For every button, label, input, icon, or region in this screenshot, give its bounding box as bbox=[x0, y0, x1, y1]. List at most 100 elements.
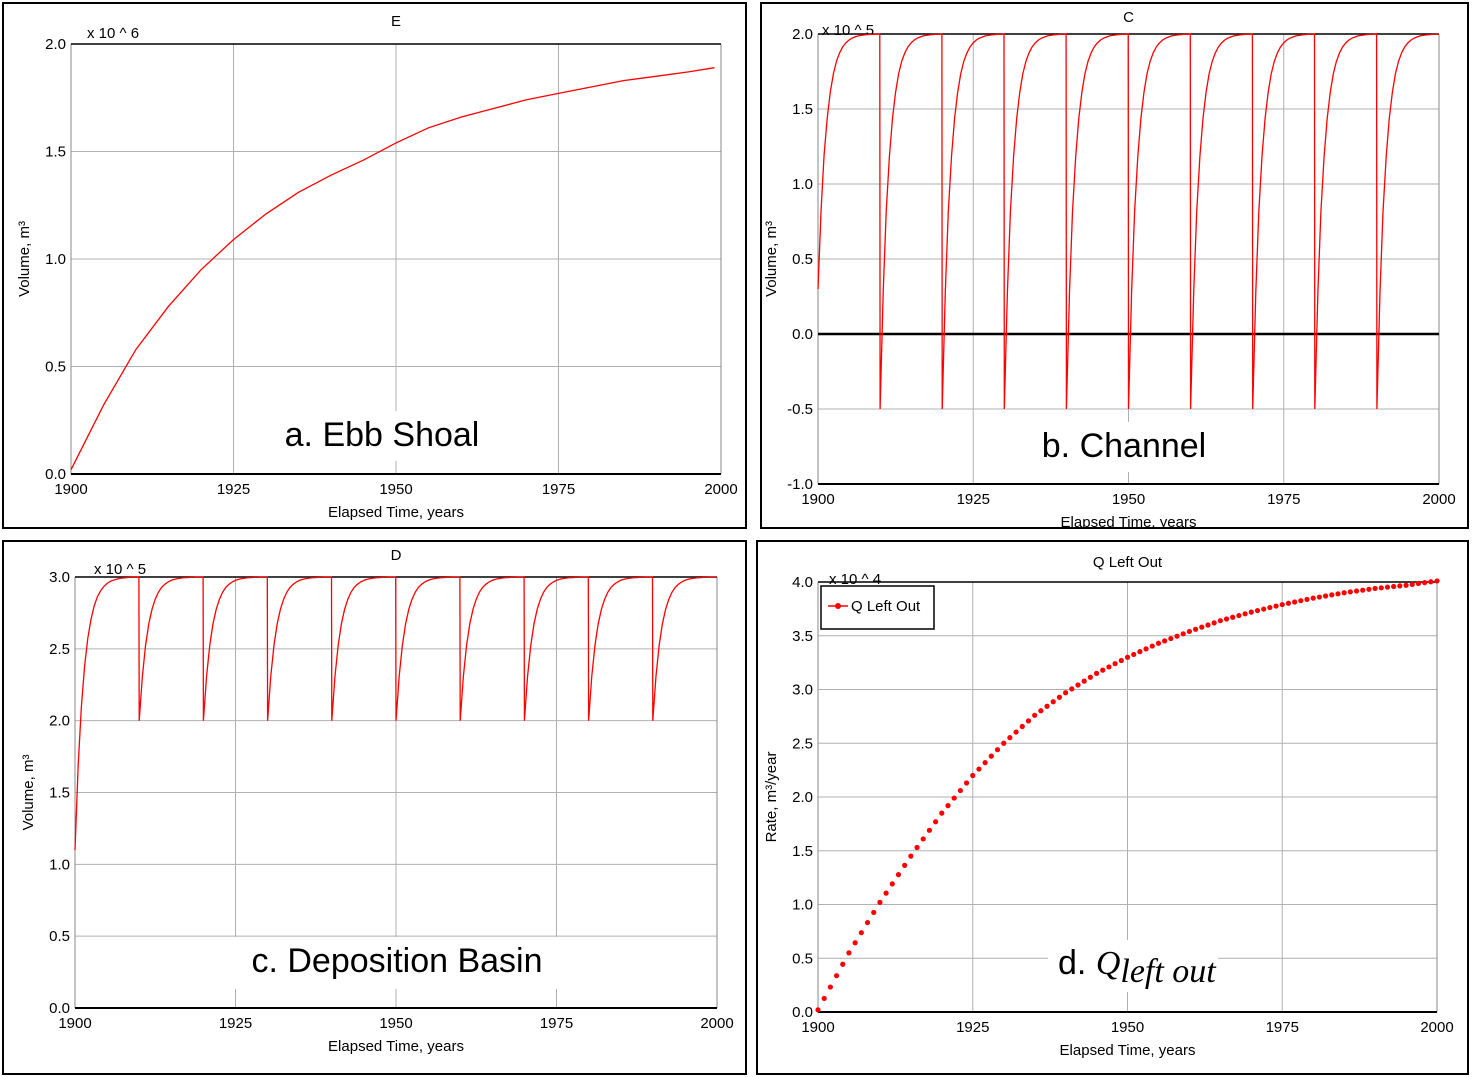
x-axis-title: Elapsed Time, years bbox=[328, 1038, 464, 1055]
panel-caption: c. Deposition Basin bbox=[251, 942, 542, 980]
data-point bbox=[1093, 670, 1100, 676]
x-tick-label: 1900 bbox=[801, 491, 834, 508]
data-point bbox=[914, 844, 920, 851]
data-point bbox=[1223, 616, 1230, 622]
x-tick-label: 1925 bbox=[217, 481, 250, 498]
x-tick-label: 1975 bbox=[540, 1015, 573, 1032]
data-point bbox=[988, 753, 994, 759]
data-point bbox=[970, 772, 976, 779]
chart-svg-deposition-basin: 1900 1925 1950 1975 2000 0.0 0.5 1.0 1.5 2.0 2.5 3.… bbox=[20, 547, 734, 1055]
y-tick-label: 0.5 bbox=[45, 359, 66, 376]
x-tick-label: 1950 bbox=[379, 1015, 412, 1032]
y-tick-label: 0.0 bbox=[45, 466, 66, 483]
y-tick-label: 1.5 bbox=[45, 144, 66, 161]
x-tick-label: 1950 bbox=[379, 481, 412, 498]
y-tick-label: 1.0 bbox=[45, 251, 66, 268]
data-point bbox=[1192, 626, 1199, 632]
data-point bbox=[895, 872, 902, 878]
data-point bbox=[1211, 620, 1217, 626]
data-point bbox=[1199, 624, 1205, 630]
y-tick-label: 1.5 bbox=[792, 101, 813, 118]
y-tick-label: 0.0 bbox=[49, 1000, 70, 1017]
data-point bbox=[1106, 664, 1112, 670]
chart-panel-deposition-basin: 1900 1925 1950 1975 2000 0.0 0.5 1.0 1.5 2.0 2.5 3.… bbox=[2, 540, 747, 1075]
data-point bbox=[1186, 628, 1192, 635]
y-tick-label: 3.0 bbox=[49, 569, 70, 586]
y-tick-label: 2.5 bbox=[49, 641, 70, 658]
x-tick-label: 1900 bbox=[801, 1019, 834, 1036]
data-point bbox=[1273, 603, 1279, 609]
data-point bbox=[1248, 609, 1254, 615]
data-point bbox=[1422, 580, 1428, 586]
data-point bbox=[1056, 694, 1063, 700]
chart-panel-channel: 1900 1925 1950 1975 2000 -1.0 -0.5 0.0 0.5 1.0 1.5… bbox=[760, 2, 1469, 529]
axis-multiplier: x 10 ^ 4 bbox=[829, 571, 881, 588]
y-tick-label: 3.5 bbox=[792, 628, 813, 645]
caption-q: Q bbox=[1096, 945, 1121, 982]
x-axis-title: Elapsed Time, years bbox=[1060, 1042, 1196, 1059]
data-point bbox=[1236, 612, 1242, 619]
chart-title: Q Left Out bbox=[1093, 554, 1163, 571]
data-point bbox=[1205, 622, 1211, 628]
x-tick-label: 2000 bbox=[700, 1015, 733, 1032]
data-point bbox=[827, 984, 833, 990]
x-axis-title: Elapsed Time, years bbox=[1061, 514, 1197, 529]
series-line bbox=[74, 576, 717, 851]
data-point bbox=[1081, 678, 1087, 684]
data-point bbox=[1378, 585, 1384, 591]
data-point bbox=[994, 747, 1001, 753]
y-tick-label: 2.0 bbox=[792, 26, 813, 43]
data-point bbox=[945, 803, 951, 809]
data-point bbox=[821, 995, 827, 1002]
chart-svg-q-left-out: 1900 1925 1950 1975 2000 0.0 0.5 1.0 1.5 2.0 2.5 3.… bbox=[763, 554, 1454, 1059]
y-tick-label: 2.5 bbox=[792, 735, 813, 752]
x-tick-label: 2000 bbox=[1422, 491, 1455, 508]
data-point bbox=[1415, 580, 1422, 587]
y-tick-label: 2.0 bbox=[49, 713, 70, 730]
caption-subscript: left out bbox=[1120, 953, 1217, 990]
x-tick-label: 1925 bbox=[957, 491, 990, 508]
data-point bbox=[1162, 638, 1168, 644]
y-axis-title: Volume, m³ bbox=[763, 221, 780, 297]
data-point bbox=[1304, 596, 1310, 603]
data-point bbox=[902, 862, 908, 868]
data-point bbox=[1434, 578, 1440, 584]
data-point bbox=[1124, 654, 1131, 660]
x-tick-label: 1925 bbox=[956, 1019, 989, 1036]
y-tick-label: 4.0 bbox=[792, 574, 813, 591]
caption-prefix: d. bbox=[1058, 944, 1096, 982]
chart-title: C bbox=[1123, 9, 1134, 26]
data-point bbox=[1118, 657, 1124, 664]
data-point bbox=[1217, 618, 1223, 624]
data-point bbox=[871, 909, 877, 916]
x-tick-label: 1975 bbox=[1266, 1019, 1299, 1036]
data-point bbox=[1230, 614, 1236, 620]
data-point bbox=[1050, 699, 1056, 705]
data-point bbox=[864, 919, 871, 926]
data-point bbox=[1292, 599, 1298, 605]
data-point bbox=[1143, 646, 1149, 652]
data-point bbox=[1038, 708, 1044, 714]
data-point bbox=[1335, 591, 1341, 597]
data-point bbox=[1063, 690, 1069, 696]
chart-svg-channel: 1900 1925 1950 1975 2000 -1.0 -0.5 0.0 0.5 1.0 1.5… bbox=[763, 9, 1456, 529]
y-tick-label: 2.0 bbox=[45, 36, 66, 53]
data-point bbox=[1341, 590, 1347, 596]
y-tick-label: 0.0 bbox=[792, 326, 813, 343]
data-point bbox=[1261, 606, 1267, 612]
y-tick-label: 0.5 bbox=[792, 950, 813, 967]
data-point bbox=[1100, 667, 1106, 673]
axis-multiplier: x 10 ^ 5 bbox=[822, 22, 874, 39]
axis-multiplier: x 10 ^ 6 bbox=[87, 25, 139, 42]
data-point bbox=[1087, 674, 1093, 680]
caption-bg bbox=[259, 411, 499, 461]
y-tick-label: 1.5 bbox=[49, 785, 70, 802]
data-point bbox=[982, 760, 988, 766]
data-point bbox=[1403, 582, 1409, 588]
y-axis-title: Volume, m³ bbox=[16, 221, 33, 297]
chart-panel-q-left-out: 1900 1925 1950 1975 2000 0.0 0.5 1.0 1.5 2.0 2.5 3.… bbox=[756, 540, 1469, 1075]
y-tick-label: -0.5 bbox=[787, 401, 813, 418]
x-tick-label: 1975 bbox=[1267, 491, 1300, 508]
y-tick-label: 3.0 bbox=[792, 682, 813, 699]
x-tick-label: 1950 bbox=[1111, 1019, 1144, 1036]
